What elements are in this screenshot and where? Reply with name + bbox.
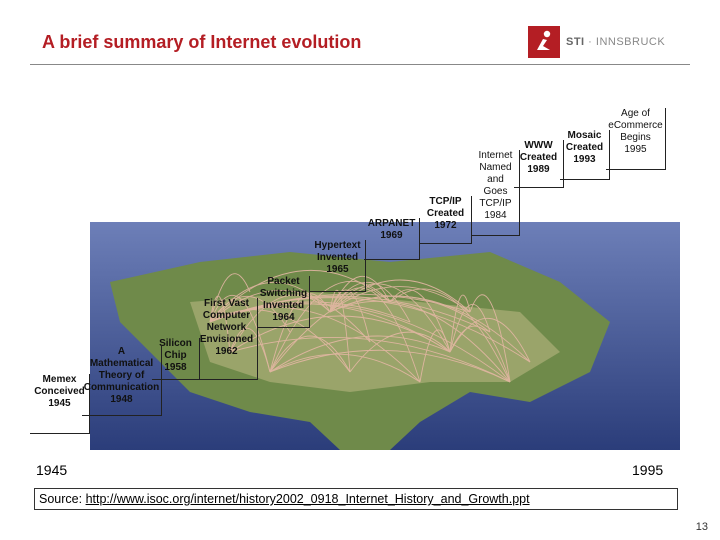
timeline-event-line: Network — [206, 322, 247, 333]
timeline-event-line: Conceived — [34, 386, 85, 397]
timeline-event-6: Hypertext Invented 1965 — [310, 240, 366, 292]
timeline-end-year: 1995 — [632, 462, 664, 478]
timeline-event-line: 1962 — [215, 346, 238, 357]
timeline-start-year: 1945 — [36, 462, 68, 478]
timeline-event-line: ARPANET — [367, 218, 416, 229]
timeline-event-line: Envisioned — [199, 334, 254, 345]
timeline-event-line: Switching — [259, 288, 308, 299]
timeline-event-11: Mosaic Created 1993 — [560, 130, 610, 180]
source-link[interactable]: http://www.isoc.org/internet/history2002… — [85, 492, 530, 506]
timeline-event-line: Begins — [620, 132, 651, 143]
timeline-event-7: ARPANET 1969 — [364, 218, 420, 260]
timeline-event-8: TCP/IP Created 1972 — [420, 196, 472, 244]
timeline-event-line: A — [117, 346, 126, 357]
timeline-event-line: Memex — [42, 374, 77, 385]
slide-title: A brief summary of Internet evolution — [42, 32, 362, 52]
source-citation: Source: http://www.isoc.org/internet/his… — [34, 488, 678, 510]
logo-text: STI · INNSBRUCK — [566, 36, 666, 48]
network-map-image — [90, 222, 680, 450]
timeline-event-line: Computer — [202, 310, 251, 321]
sti-innsbruck-logo: STI · INNSBRUCK — [528, 26, 678, 60]
timeline-event-line: 1948 — [110, 394, 133, 405]
timeline-event-line: TCP/IP — [479, 198, 512, 209]
timeline-event-line: Created — [565, 142, 604, 153]
timeline-event-line: TCP/IP — [429, 196, 462, 207]
timeline-event-line: 1964 — [272, 312, 295, 323]
timeline-event-line: Chip — [164, 350, 187, 361]
timeline-event-line: Goes — [483, 186, 508, 197]
timeline-event-2: A Mathematical Theory of Communication 1948 — [82, 346, 162, 416]
timeline-event-line: Packet — [267, 276, 300, 287]
timeline-event-line: Age of — [621, 108, 650, 119]
timeline-event-10: WWW Created 1989 — [514, 140, 564, 188]
page-number: 13 — [695, 521, 708, 533]
timeline-event-line: 1984 — [484, 210, 507, 221]
timeline-event-line: and — [487, 174, 504, 185]
timeline-event-5: Packet Switching Invented 1964 — [258, 276, 310, 328]
timeline-event-line: Hypertext — [314, 240, 361, 251]
source-label: Source: — [39, 492, 86, 506]
timeline-event-1: Memex Conceived 1945 — [30, 374, 90, 434]
timeline-event-line: Mosaic — [567, 130, 602, 141]
timeline-event-line: Invented — [316, 252, 359, 263]
timeline-event-3: Silicon Chip 1958 — [152, 338, 200, 380]
timeline-event-line: Invented — [262, 300, 305, 311]
timeline-event-line: Mathematical — [89, 358, 154, 369]
logo-mark-icon — [528, 26, 560, 58]
timeline-event-line: 1965 — [326, 264, 349, 275]
timeline-event-line: Created — [519, 152, 558, 163]
timeline-event-line: 1945 — [48, 398, 71, 409]
timeline-event-line: 1969 — [380, 230, 403, 241]
timeline-event-line: 1995 — [624, 144, 647, 155]
timeline-event-line: 1993 — [573, 154, 596, 165]
timeline-event-line: Theory of — [98, 370, 145, 381]
timeline-event-line: eCommerce — [608, 120, 663, 131]
timeline-event-line: Created — [426, 208, 465, 219]
title-divider — [30, 64, 690, 65]
timeline-event-9: Internet Named and Goes TCP/IP 1984 — [472, 150, 520, 236]
timeline-event-line: 1989 — [527, 164, 550, 175]
timeline-event-line: First Vast — [203, 298, 250, 309]
timeline-event-line: Named — [479, 162, 512, 173]
timeline-event-line: 1958 — [164, 362, 187, 373]
timeline-event-line: Internet — [478, 150, 513, 161]
timeline-event-line: Communication — [83, 382, 160, 393]
timeline-event-12: Age of eCommerce Begins 1995 — [606, 108, 666, 170]
timeline-event-4: First Vast Computer Network Envisioned 1962 — [196, 298, 258, 380]
timeline-event-line: Silicon — [159, 338, 192, 349]
timeline-event-line: WWW — [524, 140, 553, 151]
timeline-event-line: 1972 — [434, 220, 457, 231]
